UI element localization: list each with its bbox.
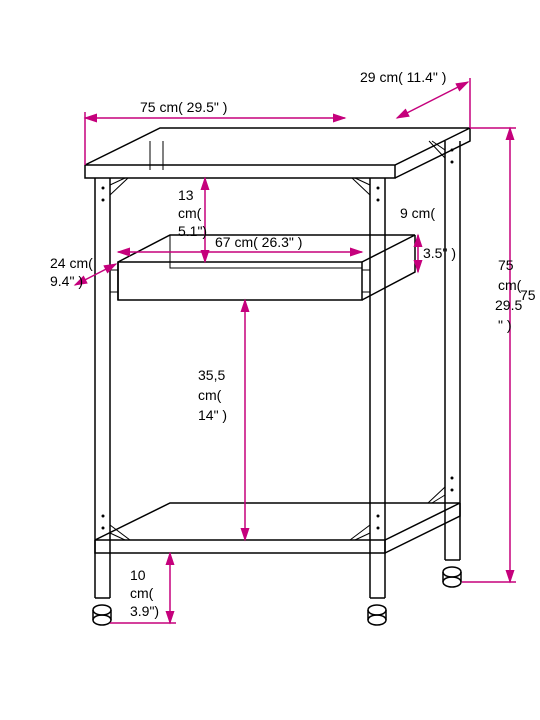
dim-13-l3: 5.1") xyxy=(178,223,207,239)
dim-height-right-l3: 29.5 xyxy=(495,297,522,313)
dim-355-l3: 14" ) xyxy=(198,407,227,423)
dim-10-l2: cm( xyxy=(130,585,154,601)
dim-9-l2: 3.5" ) xyxy=(423,245,456,261)
dim-height-right-l1: 75 xyxy=(498,257,514,273)
dim-height-right-l2: cm( xyxy=(498,277,522,293)
dim-9-l1: 9 cm( xyxy=(400,205,435,221)
dim-24-l2: 9.4" ) xyxy=(50,273,83,289)
dim-10-l3: 3.9") xyxy=(130,603,159,619)
dimension-diagram: 75 cm( 29.5 " ) 29 cm( 11.4" ) 75 75 cm( … xyxy=(0,0,540,720)
dim-10-l1: 10 xyxy=(130,567,146,583)
dim-height-right-l4: " ) xyxy=(498,317,512,333)
dim-355-l2: cm( xyxy=(198,387,222,403)
dim-shelf-width: 67 cm( 26.3" ) xyxy=(215,234,302,250)
dim-13-l1: 13 xyxy=(178,187,194,203)
dim-height-right: 75 xyxy=(520,287,536,303)
dim-24-l1: 24 cm( xyxy=(50,255,93,271)
dim-355-l1: 35,5 xyxy=(198,367,225,383)
dim-depth-top: 29 cm( 11.4" ) xyxy=(360,69,446,85)
dim-width-top: 75 cm( 29.5" ) xyxy=(140,99,227,115)
dim-13-l2: cm( xyxy=(178,205,202,221)
